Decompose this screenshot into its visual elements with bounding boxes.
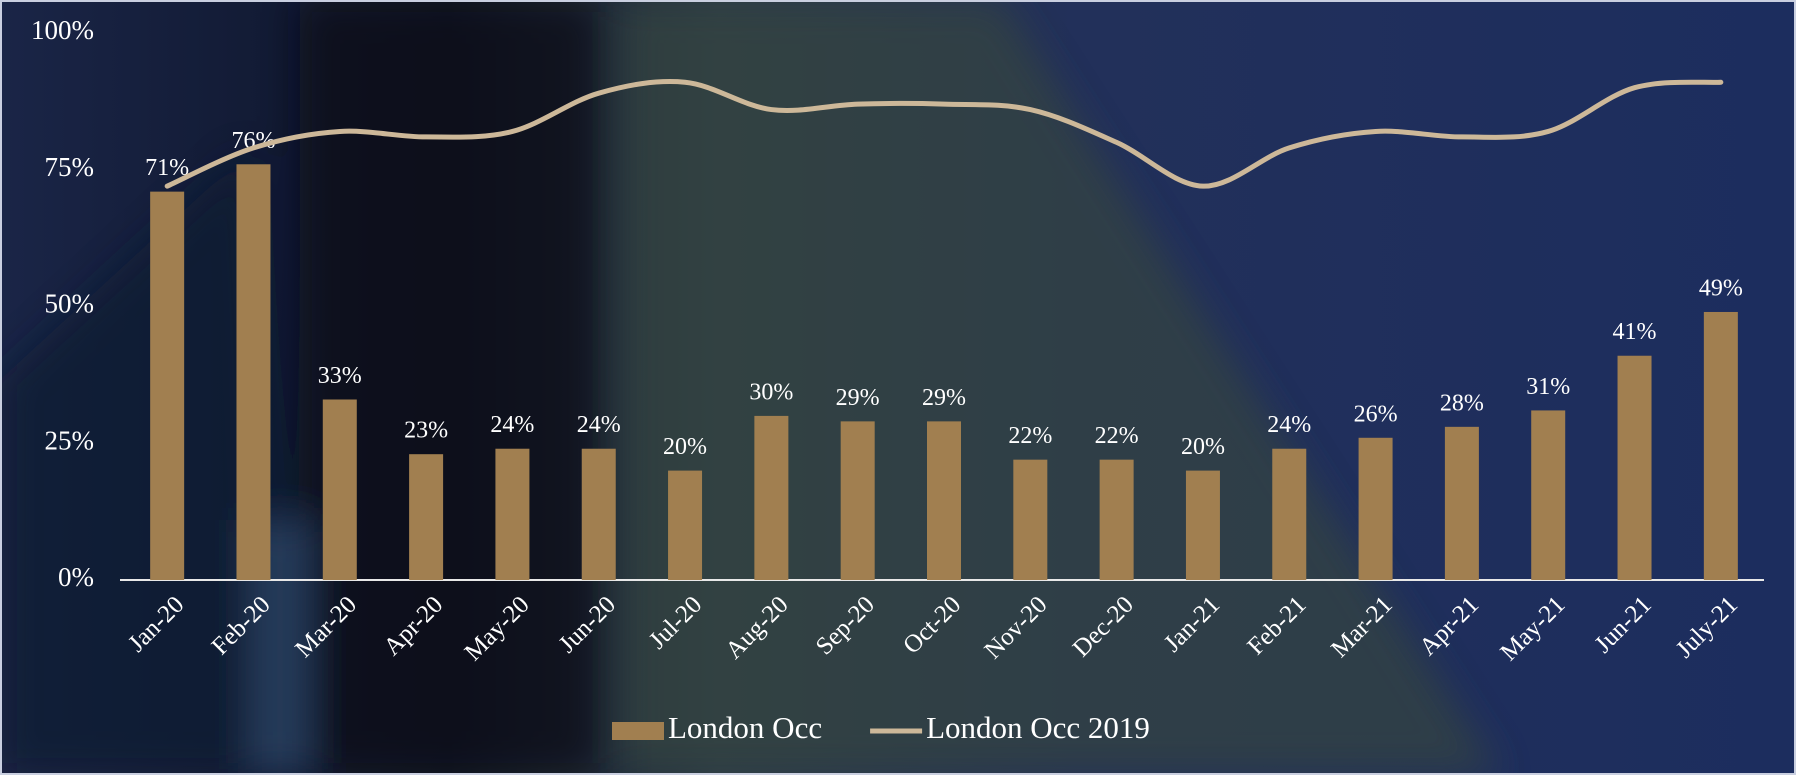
- bar: [409, 454, 444, 580]
- y-tick-label: 0%: [58, 562, 94, 592]
- bar: [1444, 426, 1479, 580]
- legend-label: London Occ 2019: [926, 710, 1150, 745]
- y-tick-label: 25%: [45, 425, 95, 455]
- bar: [1013, 459, 1048, 580]
- data-label: 41%: [1613, 319, 1657, 345]
- data-label: 33%: [318, 363, 362, 389]
- data-label: 28%: [1440, 390, 1484, 416]
- data-label: 24%: [490, 412, 534, 438]
- data-label: 31%: [1526, 374, 1570, 400]
- bar: [1703, 311, 1738, 580]
- legend-label: London Occ: [668, 710, 822, 745]
- y-tick-label: 100%: [31, 15, 94, 45]
- data-label: 24%: [1267, 412, 1311, 438]
- bar: [1617, 355, 1652, 580]
- bar: [754, 415, 789, 580]
- bar: [236, 164, 271, 580]
- legend-swatch: [612, 722, 664, 740]
- bar: [495, 448, 530, 580]
- data-label: 20%: [1181, 434, 1225, 460]
- data-label: 29%: [922, 385, 966, 411]
- bar: [150, 191, 185, 580]
- data-label: 49%: [1699, 275, 1743, 301]
- data-label: 23%: [404, 418, 448, 444]
- bar: [581, 448, 616, 580]
- bar: [322, 399, 357, 580]
- bar: [1358, 437, 1393, 580]
- bar: [1185, 470, 1220, 580]
- bar: [1272, 448, 1307, 580]
- data-label: 30%: [749, 379, 793, 405]
- bar: [1099, 459, 1134, 580]
- data-label: 26%: [1354, 401, 1398, 427]
- bar: [1531, 410, 1566, 580]
- data-label: 22%: [1008, 423, 1052, 449]
- line: [164, 79, 1724, 189]
- data-label: 20%: [663, 434, 707, 460]
- data-label: 29%: [836, 385, 880, 411]
- y-tick-label: 75%: [45, 152, 95, 182]
- bar: [840, 421, 875, 580]
- data-label: 22%: [1095, 423, 1139, 449]
- bar: [668, 470, 703, 580]
- bar: [927, 421, 961, 580]
- y-tick-label: 50%: [45, 289, 95, 319]
- data-label: 24%: [577, 412, 621, 438]
